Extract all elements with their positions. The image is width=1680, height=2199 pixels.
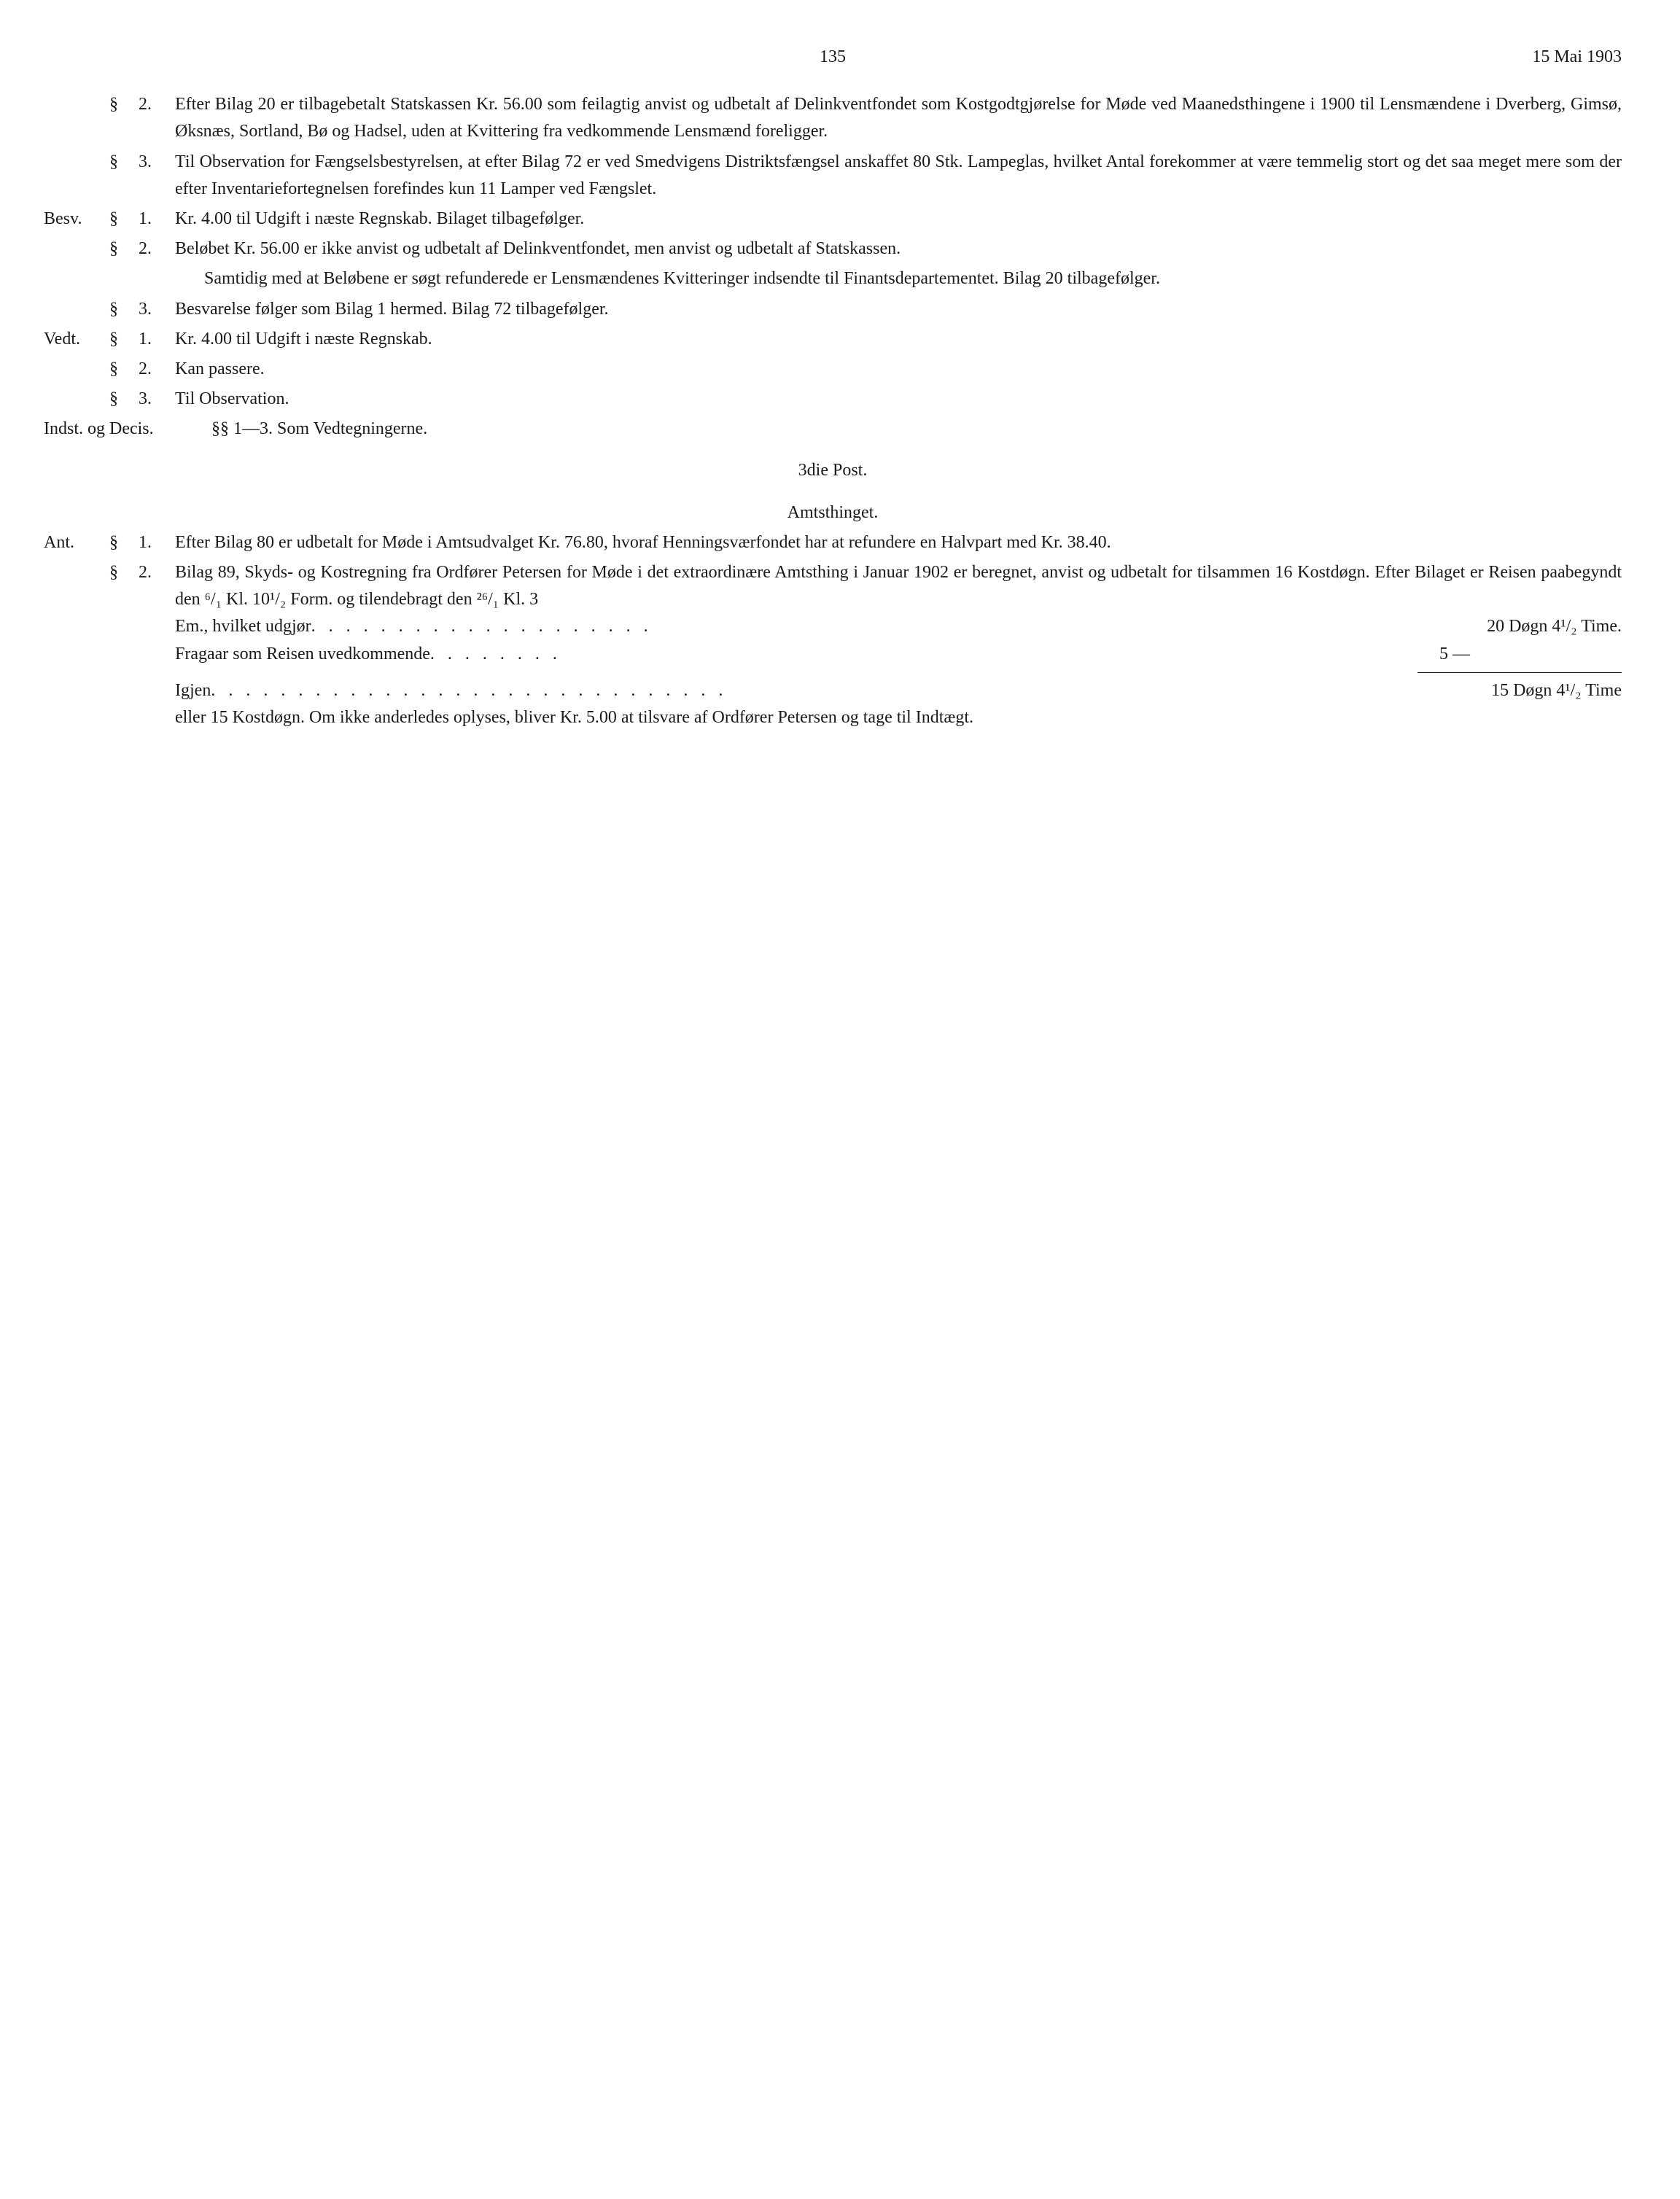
section-number: 1.	[139, 206, 175, 233]
margin-label: Besv.	[44, 206, 109, 233]
section-symbol: §	[109, 529, 139, 556]
calc-value: 20 Døgn 4¹/₂ Time.	[1487, 613, 1622, 640]
section-number: 3.	[139, 296, 175, 323]
section-number: 2.	[139, 91, 175, 145]
section-number: 2.	[139, 559, 175, 731]
section-symbol: §	[109, 91, 139, 145]
margin-label: Vedt.	[44, 326, 109, 353]
entry: Ant.§1.Efter Bilag 80 er udbetalt for Mø…	[44, 529, 1622, 556]
page-date: 15 Mai 1903	[1532, 44, 1622, 71]
section-number: 3.	[139, 149, 175, 203]
calc-value: 15 Døgn 4¹/₂ Time	[1491, 677, 1622, 704]
entry: Vedt.§1.Kr. 4.00 til Udgift i næste Regn…	[44, 326, 1622, 353]
calc-line-1: Em., hvilket udgjør . . . . . . . . . . …	[175, 613, 1622, 640]
margin-label	[44, 386, 109, 413]
page-number: 135	[820, 44, 846, 71]
entry-text: Besvarelse følger som Bilag 1 hermed. Bi…	[175, 296, 1622, 323]
calc-label: Em., hvilket udgjør	[175, 613, 311, 640]
entry: §2.Efter Bilag 20 er tilbagebetalt Stats…	[44, 91, 1622, 145]
calc-dots: . . . . . . . . . . . . . . . . . . . .	[311, 613, 1487, 640]
margin-label	[44, 356, 109, 383]
entry-pretext: Bilag 89, Skyds- og Kostregning fra Ordf…	[175, 563, 1622, 609]
section-head-2: Amtsthinget.	[44, 499, 1622, 526]
calc-label: Fragaar som Reisen uvedkommende	[175, 641, 430, 668]
indst-line: Indst. og Decis. §§ 1—3. Som Vedtegninge…	[44, 416, 1622, 443]
entry-text: Kr. 4.00 til Udgift i næste Regnskab.	[175, 326, 1622, 353]
calc-line-2: Fragaar som Reisen uvedkommende . . . . …	[175, 641, 1622, 668]
margin-label	[44, 265, 109, 292]
section-symbol: §	[109, 356, 139, 383]
section-symbol: §	[109, 386, 139, 413]
entry-text: Til Observation for Fængselsbestyrelsen,…	[175, 149, 1622, 203]
entry-text: Efter Bilag 20 er tilbagebetalt Statskas…	[175, 91, 1622, 145]
section-number: 2.	[139, 236, 175, 262]
page-header: 135 15 Mai 1903	[44, 44, 1622, 71]
calc-dots: . . . . . . . .	[430, 641, 1439, 668]
entry-text: Kan passere.	[175, 356, 1622, 383]
calc-rule	[1418, 672, 1622, 673]
entry-posttext: eller 15 Kostdøgn. Om ikke anderledes op…	[175, 708, 973, 727]
entry: Besv.§1.Kr. 4.00 til Udgift i næste Regn…	[44, 206, 1622, 233]
entry-text: Bilag 89, Skyds- og Kostregning fra Ordf…	[175, 559, 1622, 731]
entry-text: Efter Bilag 80 er udbetalt for Møde i Am…	[175, 529, 1622, 556]
section-number: 1.	[139, 529, 175, 556]
margin-label	[44, 559, 109, 731]
indst-label: Indst. og Decis.	[44, 416, 211, 443]
section-symbol: §	[109, 326, 139, 353]
margin-label	[44, 296, 109, 323]
entry: §3.Besvarelse følger som Bilag 1 hermed.…	[44, 296, 1622, 323]
calc-line-3: Igjen . . . . . . . . . . . . . . . . . …	[175, 677, 1622, 704]
section-number: 2.	[139, 356, 175, 383]
entry: §3.Til Observation for Fængselsbestyrels…	[44, 149, 1622, 203]
margin-label: Ant.	[44, 529, 109, 556]
section-symbol	[109, 265, 139, 292]
section-number: 3.	[139, 386, 175, 413]
calc-value: 5 —	[1439, 641, 1622, 668]
margin-label	[44, 149, 109, 203]
margin-label	[44, 91, 109, 145]
section-symbol: §	[109, 236, 139, 262]
entry-text: Beløbet Kr. 56.00 er ikke anvist og udbe…	[175, 236, 1622, 262]
entry-ant-2: § 2. Bilag 89, Skyds- og Kostregning fra…	[44, 559, 1622, 731]
section-symbol: §	[109, 206, 139, 233]
section-symbol: §	[109, 296, 139, 323]
entry: §2.Kan passere.	[44, 356, 1622, 383]
section-symbol: §	[109, 149, 139, 203]
entry-text: Til Observation.	[175, 386, 1622, 413]
entry: §2.Beløbet Kr. 56.00 er ikke anvist og u…	[44, 236, 1622, 262]
margin-label	[44, 236, 109, 262]
calc-label: Igjen	[175, 677, 211, 704]
entry: §3.Til Observation.	[44, 386, 1622, 413]
section-head-1: 3die Post.	[44, 457, 1622, 484]
entry-text: Kr. 4.00 til Udgift i næste Regnskab. Bi…	[175, 206, 1622, 233]
section-number: 1.	[139, 326, 175, 353]
entry: Samtidig med at Beløbene er søgt refunde…	[44, 265, 1622, 292]
calc-dots: . . . . . . . . . . . . . . . . . . . . …	[211, 677, 1491, 704]
entry-text: Samtidig med at Beløbene er søgt refunde…	[175, 265, 1622, 292]
indst-text: §§ 1—3. Som Vedtegningerne.	[211, 416, 427, 443]
section-number	[139, 265, 175, 292]
section-symbol: §	[109, 559, 139, 731]
